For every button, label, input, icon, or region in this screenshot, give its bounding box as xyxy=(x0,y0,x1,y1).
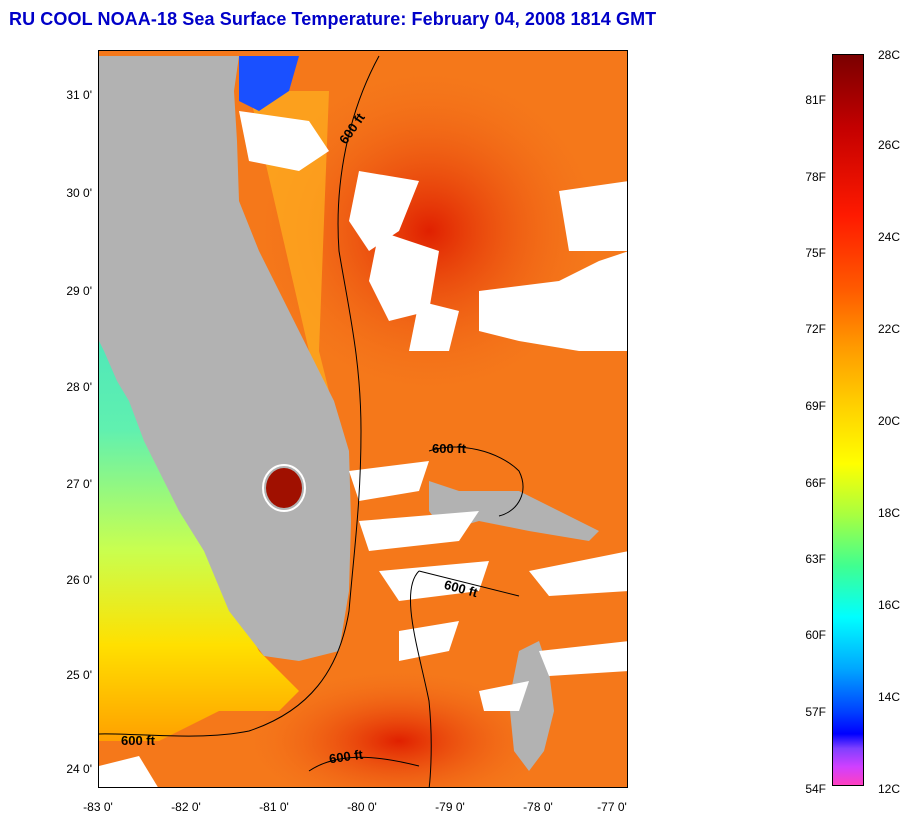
colorbar-f-label: 81F xyxy=(805,93,826,107)
lon-label: -79 0' xyxy=(435,800,465,814)
colorbar-c-label: 26C xyxy=(878,138,901,152)
colorbar-f-label: 78F xyxy=(805,170,826,184)
lat-label: 30 0' xyxy=(66,186,92,200)
colorbar-f-label: 54F xyxy=(805,782,826,796)
sst-map: 600 ft 600 ft 600 ft 600 ft 600 ft xyxy=(98,50,628,788)
colorbar-c-label: 14C xyxy=(878,690,901,704)
contour-label-bahama: 600 ft xyxy=(432,441,466,456)
grand-bahama xyxy=(429,481,599,541)
cloud-cover xyxy=(99,111,627,787)
colorbar-f-label: 57F xyxy=(805,705,826,719)
map-title: RU COOL NOAA-18 Sea Surface Temperature:… xyxy=(9,9,657,29)
lon-label: -83 0' xyxy=(83,800,113,814)
isobath-contours xyxy=(99,55,524,787)
colorbar-f-label: 63F xyxy=(805,552,826,566)
colorbar-c-label: 20C xyxy=(878,414,901,428)
colorbar-c-label: 16C xyxy=(878,598,901,612)
lat-label: 26 0' xyxy=(66,573,92,587)
lat-label: 27 0' xyxy=(66,477,92,491)
lon-label: -82 0' xyxy=(171,800,201,814)
colorbar-f-label: 69F xyxy=(805,399,826,413)
lon-label: -77 0' xyxy=(597,800,627,814)
warm-water-south xyxy=(249,671,549,787)
lon-label: -80 0' xyxy=(347,800,377,814)
colorbar-f-label: 72F xyxy=(805,322,826,336)
lon-label: -78 0' xyxy=(523,800,553,814)
colorbar-f-label: 75F xyxy=(805,246,826,260)
lat-label: 25 0' xyxy=(66,668,92,682)
andros-island xyxy=(509,641,554,771)
lake-okeechobee xyxy=(266,468,302,508)
lat-label: 24 0' xyxy=(66,762,92,776)
contour-label-west: 600 ft xyxy=(121,733,155,748)
colorbar-c-label: 28C xyxy=(878,48,901,62)
lat-label: 29 0' xyxy=(66,284,92,298)
lat-label: 28 0' xyxy=(66,380,92,394)
colorbar-f-label: 66F xyxy=(805,476,826,490)
colorbar-c-label: 18C xyxy=(878,506,901,520)
lon-label: -81 0' xyxy=(259,800,289,814)
cold-water-patch xyxy=(239,56,299,111)
colorbar-c-label: 24C xyxy=(878,230,901,244)
colorbar-c-label: 22C xyxy=(878,322,901,336)
lat-label: 31 0' xyxy=(66,88,92,102)
colorbar-c-label: 12C xyxy=(878,782,901,796)
temperature-colorbar xyxy=(832,54,864,786)
sst-map-image xyxy=(99,51,627,787)
colorbar-f-label: 60F xyxy=(805,628,826,642)
